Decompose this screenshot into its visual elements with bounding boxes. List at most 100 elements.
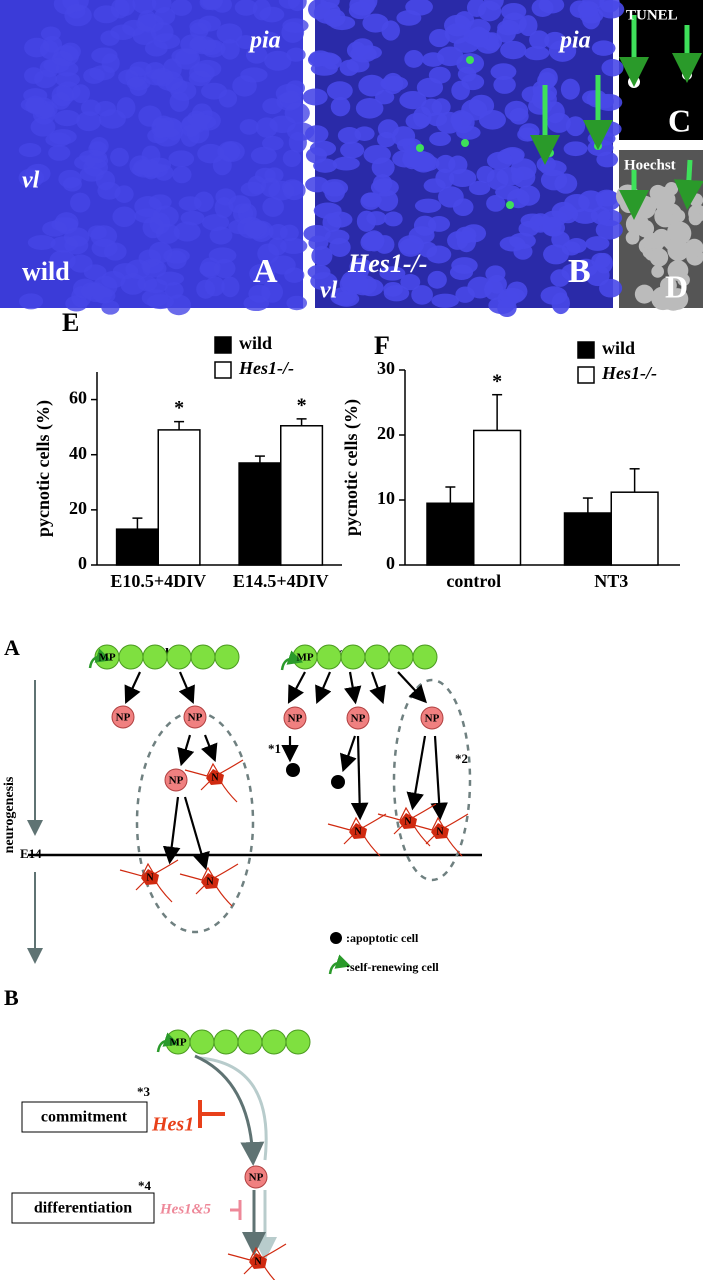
nucleus bbox=[354, 126, 375, 141]
mp-cell bbox=[189, 1029, 215, 1055]
tunel-cell bbox=[682, 70, 692, 80]
nucleus bbox=[93, 288, 116, 304]
nucleus bbox=[634, 284, 654, 304]
nucleus bbox=[216, 23, 243, 44]
mp-cell bbox=[261, 1029, 287, 1055]
nucleus bbox=[62, 176, 82, 192]
nucleus bbox=[98, 109, 126, 129]
legend-swatch bbox=[577, 341, 595, 359]
nucleus bbox=[166, 250, 187, 270]
nucleus bbox=[468, 26, 489, 47]
mp-cell bbox=[166, 644, 192, 670]
y-tick-label: 0 bbox=[78, 553, 87, 573]
nucleus bbox=[330, 96, 351, 117]
nucleus bbox=[129, 155, 152, 176]
nucleus bbox=[18, 168, 45, 188]
n-label: N bbox=[436, 826, 444, 837]
nucleus bbox=[69, 254, 93, 273]
nucleus bbox=[531, 0, 554, 17]
np-cell bbox=[346, 706, 370, 730]
panel-letter: D bbox=[665, 268, 688, 304]
pathway-light bbox=[199, 1056, 268, 1161]
nucleus bbox=[599, 0, 620, 13]
nucleus bbox=[305, 176, 330, 193]
nucleus bbox=[311, 245, 333, 267]
nucleus bbox=[308, 50, 332, 67]
mp-cell bbox=[285, 1029, 311, 1055]
nucleus bbox=[360, 192, 381, 210]
nucleus bbox=[427, 270, 447, 289]
nucleus bbox=[380, 75, 409, 92]
legend-label: Hes1-/- bbox=[601, 363, 657, 383]
mp-label: MP bbox=[169, 1037, 186, 1049]
y-tick-label: 10 bbox=[377, 488, 395, 508]
n-label: N bbox=[206, 876, 214, 887]
nucleus bbox=[308, 235, 329, 251]
micrographs bbox=[0, 0, 703, 318]
panel-letter: B bbox=[568, 253, 591, 290]
nucleus bbox=[249, 263, 276, 284]
nucleus bbox=[137, 10, 157, 32]
label: pia bbox=[248, 28, 281, 54]
nucleus bbox=[333, 291, 360, 307]
nucleus bbox=[400, 273, 421, 291]
nucleus bbox=[276, 92, 302, 111]
nucleus bbox=[500, 40, 527, 60]
mp-cell bbox=[118, 644, 144, 670]
np-cell bbox=[244, 1165, 268, 1189]
nucleus bbox=[268, 224, 288, 240]
np-label: NP bbox=[288, 713, 303, 725]
label: Hoechst bbox=[624, 157, 676, 173]
nucleus bbox=[287, 0, 307, 12]
tunel-cell bbox=[546, 149, 554, 157]
lineage-outline bbox=[392, 678, 472, 882]
nucleus bbox=[379, 266, 406, 281]
nucleus bbox=[685, 238, 703, 258]
mp-cell bbox=[388, 644, 414, 670]
nucleus bbox=[25, 95, 46, 114]
neuron-body bbox=[431, 823, 449, 839]
nucleus bbox=[172, 166, 192, 184]
nucleus bbox=[399, 90, 427, 110]
nucleus bbox=[189, 36, 209, 52]
nucleus bbox=[213, 258, 236, 279]
nucleus bbox=[358, 74, 386, 97]
nucleus bbox=[550, 269, 570, 287]
nucleus bbox=[493, 75, 516, 94]
bar bbox=[238, 462, 282, 566]
label: vl bbox=[22, 168, 40, 194]
nucleus bbox=[455, 226, 477, 244]
nucleus bbox=[196, 279, 216, 299]
nucleus bbox=[193, 191, 214, 212]
nucleus bbox=[70, 192, 91, 213]
mp-label: MP bbox=[98, 652, 115, 664]
nucleus bbox=[486, 194, 506, 212]
nucleus bbox=[245, 46, 268, 64]
nucleus bbox=[221, 276, 240, 298]
nucleus bbox=[217, 141, 245, 163]
nucleus bbox=[591, 40, 616, 56]
nucleus bbox=[332, 156, 360, 171]
tunel-cell bbox=[594, 142, 602, 150]
nucleus bbox=[42, 220, 68, 237]
nucleus bbox=[455, 286, 475, 303]
np-label: NP bbox=[116, 712, 131, 724]
self-renew-arrow bbox=[156, 1032, 180, 1053]
nucleus bbox=[560, 78, 580, 100]
legend-swatch bbox=[214, 361, 232, 379]
pathway bbox=[194, 1054, 265, 1166]
nucleus bbox=[83, 67, 105, 84]
inhibition bbox=[230, 1200, 242, 1220]
nucleus bbox=[49, 250, 76, 271]
step-box bbox=[11, 1192, 155, 1224]
nucleus bbox=[636, 219, 655, 238]
nucleus bbox=[189, 114, 217, 130]
arrow bbox=[673, 159, 703, 210]
nucleus bbox=[126, 76, 151, 91]
arrow bbox=[369, 671, 386, 705]
nucleus bbox=[313, 1, 341, 24]
y-tick-label: 20 bbox=[69, 498, 87, 518]
arrow bbox=[350, 735, 369, 821]
regulator: Hes1&5 bbox=[159, 1201, 211, 1217]
arrow bbox=[397, 671, 427, 704]
